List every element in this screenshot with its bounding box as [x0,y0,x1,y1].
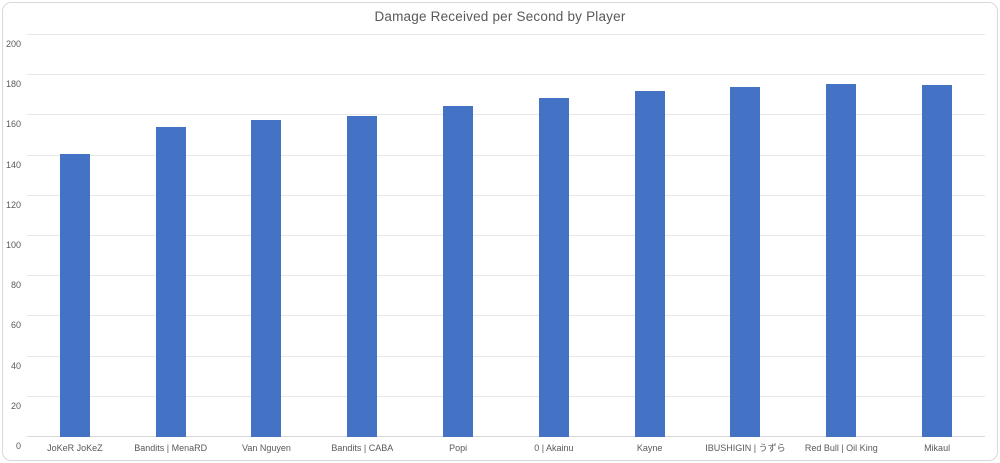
x-axis-category-label: IBUSHIGIN | うずら [705,443,786,453]
bar-Van Nguyen[interactable] [251,120,282,437]
x-axis-category-label: Kayne [636,443,663,453]
bar-slot [889,35,985,437]
gridline: 60 [11,315,985,330]
x-axis-category-label: JoKeR JoKeZ [47,443,103,453]
bar-slot [793,35,889,437]
bar-slot [219,35,315,437]
bars-layer [27,35,985,437]
x-axis-category-label: Bandits | CABA [331,443,394,453]
gridline: 200 [6,34,985,49]
bar-JoKeR JoKeZ[interactable] [59,153,90,437]
bar-Popi[interactable] [443,106,474,437]
x-axis-line: 0 [16,436,985,451]
x-axis-labels: JoKeR JoKeZ Bandits | MenaRD Van Nguyen Ban… [27,442,985,454]
gridline: 180 [6,74,985,89]
y-tick-label: 60 [10,320,21,331]
x-axis-category-label: Mikaul [924,443,951,453]
x-axis-category-label: Popi [449,443,468,453]
bar-slot [314,35,410,437]
y-tick-label: 20 [10,400,21,411]
gridline: 160 [6,114,985,129]
bar-slot [602,35,698,437]
bar-slot [698,35,794,437]
gridline: 80 [11,275,985,290]
chart-title: Damage Received per Second by Player [374,9,626,24]
x-axis-category-label: Bandits | MenaRD [134,443,208,453]
gridline: 100 [6,235,985,250]
bar-Red Bull | Oil King[interactable] [826,84,857,437]
y-tick-label: 100 [5,240,21,250]
y-tick-label: 180 [5,79,21,90]
bar-Kayne[interactable] [634,91,665,437]
x-axis-category-label: Van Nguyen [242,443,291,453]
bar-slot [123,35,219,437]
x-axis-category-label: Red Bull | Oil King [804,443,878,453]
y-tick-label: 40 [10,360,21,371]
y-tick-label: 120 [5,199,21,210]
gridline: 140 [6,154,985,170]
gridline: 40 [11,355,985,371]
bar-slot [506,35,602,437]
y-tick-label: 0 [15,441,21,451]
bar-Bandits | CABA[interactable] [347,116,378,437]
bar-IBUSHIGIN | うずら[interactable] [730,87,761,437]
bar-Bandits | MenaRD[interactable] [155,127,186,437]
y-tick-label: 80 [10,280,21,291]
bar-slot [410,35,506,437]
bar-0 | Akainu[interactable] [538,98,569,437]
plot-area: 0 20 40 60 80 100 120 140 160 180 200 [6,34,985,451]
y-tick-label: 200 [5,39,21,49]
y-tick-label: 140 [5,159,21,170]
y-tick-label: 160 [5,119,21,130]
gridline: 120 [6,194,985,210]
gridline: 20 [11,395,985,411]
x-axis-category-label: 0 | Akainu [534,443,574,453]
bar-slot [27,35,123,437]
bar-Mikaul[interactable] [922,85,953,437]
